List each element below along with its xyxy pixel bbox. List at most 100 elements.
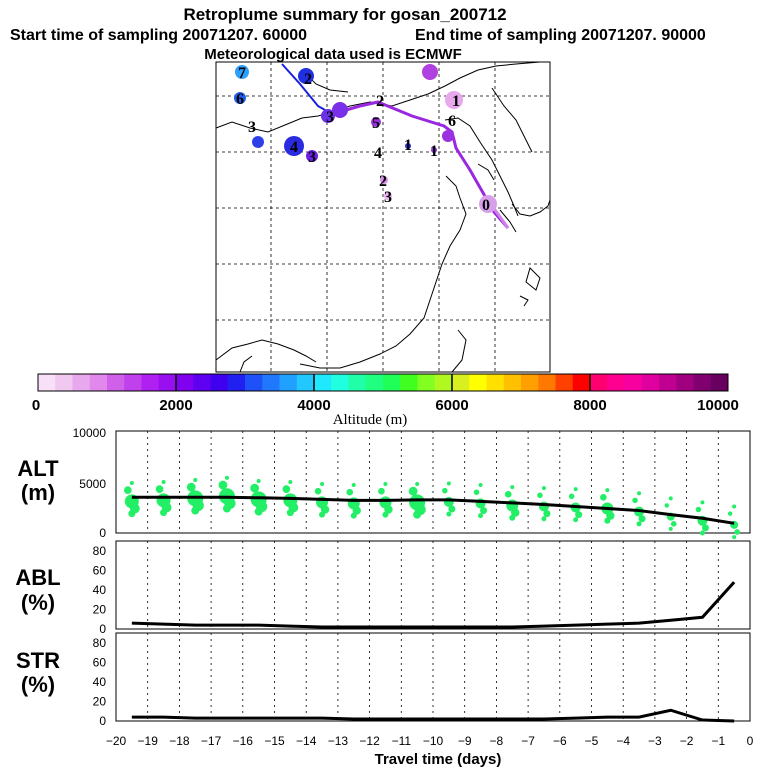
- alt-ylabel-unit: (m): [21, 480, 55, 505]
- altitude-bubble: [509, 514, 516, 521]
- x-tick-label: −3: [648, 734, 662, 748]
- altitude-bubble: [732, 504, 737, 509]
- cluster-circle: [445, 91, 463, 109]
- str-ytick: 20: [93, 694, 107, 708]
- altitude-bubble: [155, 485, 164, 493]
- alt-ytick: 5000: [79, 477, 106, 491]
- plume-clusters: [234, 64, 497, 213]
- colorbar-cell: [469, 374, 487, 391]
- str-ytick: 40: [93, 675, 107, 689]
- altitude-bubble: [350, 512, 357, 519]
- x-tick-label: −8: [490, 734, 504, 748]
- cluster-circle: [405, 143, 411, 149]
- altitude-bubble: [541, 486, 546, 491]
- cluster-circle: [284, 136, 304, 156]
- colorbar-tick: 8000: [573, 397, 606, 414]
- colorbar-cell: [659, 374, 677, 391]
- colorbar-cell: [245, 374, 263, 391]
- cluster-label: 1: [404, 137, 412, 154]
- altitude-bubble: [160, 509, 168, 517]
- x-tick-label: −13: [328, 734, 349, 748]
- colorbar-cell: [314, 374, 332, 391]
- colorbar-cell: [383, 374, 401, 391]
- x-tick-label: −2: [680, 734, 694, 748]
- alt-panel: ALT (m) 10000 5000 0: [17, 426, 751, 540]
- alt-ytick: 10000: [73, 426, 107, 440]
- colorbar-cell: [365, 374, 384, 391]
- cluster-circle: [252, 136, 264, 148]
- cluster-label: 6: [448, 113, 456, 130]
- altitude-bubble: [124, 486, 132, 495]
- figure-title: Retroplume summary for gosan_200712: [183, 5, 506, 24]
- altitude-bubble: [346, 488, 354, 496]
- altitude-bubble: [256, 478, 261, 483]
- altitude-bubble: [250, 483, 260, 493]
- altitude-bubble: [636, 521, 642, 527]
- cluster-label: 2: [376, 93, 384, 110]
- str-ytick: 0: [99, 714, 106, 728]
- cluster-label: 3: [248, 119, 256, 136]
- end-time-label: End time of sampling 20071207. 90000: [415, 27, 706, 44]
- altitude-bubble: [222, 504, 231, 513]
- colorbar-tick: 6000: [435, 397, 468, 414]
- colorbar-cell: [590, 374, 608, 391]
- altitude-bubble: [448, 505, 456, 513]
- x-tick-label: 0: [747, 734, 754, 748]
- str-ylabel-unit: (%): [21, 672, 55, 697]
- cluster-circle: [298, 68, 314, 84]
- x-tick-label: −15: [264, 734, 285, 748]
- altitude-bubble: [668, 526, 673, 531]
- colorbar-cell: [279, 374, 298, 391]
- colorbar-cell: [624, 374, 643, 391]
- altitude-bubble: [193, 477, 198, 482]
- x-tick-label: −19: [138, 734, 159, 748]
- altitude-bubble: [408, 486, 418, 496]
- altitude-bubble: [191, 506, 200, 515]
- colorbar: 0 2000 4000 6000 8000 10000 Altitude (m): [32, 373, 739, 428]
- altitude-bubble: [446, 481, 451, 486]
- cluster-circle: [306, 150, 318, 162]
- cluster-label: 4: [374, 145, 382, 162]
- cluster-circle: [384, 192, 392, 200]
- colorbar-cell: [693, 374, 712, 391]
- colorbar-cell: [55, 374, 73, 391]
- cluster-labels: 7 6 3 3 4 3 5 2 4 1 1 2 3 1 6 2 0: [236, 65, 490, 214]
- colorbar-tick: 0: [32, 397, 40, 414]
- colorbar-major-ticks: [175, 374, 591, 391]
- cluster-label: 3: [326, 109, 334, 126]
- cluster-circle: [235, 65, 249, 79]
- colorbar-cell: [452, 374, 470, 391]
- str-ylabel: STR: [16, 648, 60, 673]
- altitude-bubble: [218, 480, 228, 490]
- abl-ytick: 60: [93, 563, 107, 577]
- colorbar-tick: 10000: [697, 397, 739, 414]
- altitude-bubble: [605, 488, 610, 493]
- colorbar-cell: [400, 374, 418, 391]
- x-tick-label: −17: [201, 734, 222, 748]
- colorbar-cell: [193, 374, 211, 391]
- altitude-bubble: [286, 509, 294, 517]
- altitude-bubble: [734, 529, 740, 535]
- altitude-bubble: [480, 507, 488, 515]
- altitude-bubble: [478, 483, 483, 488]
- x-tick-label: −11: [392, 734, 412, 748]
- altitude-bubble: [161, 480, 166, 484]
- colorbar-cell: [555, 374, 574, 391]
- alt-ylabel: ALT: [17, 456, 59, 481]
- colorbar-cell: [89, 374, 108, 391]
- colorbar-cell: [210, 374, 229, 391]
- altitude-bubble: [600, 494, 607, 501]
- altitude-bubble: [320, 505, 330, 514]
- altitude-bubble: [415, 482, 420, 487]
- colorbar-cell: [227, 374, 246, 391]
- x-tick-label: −14: [296, 734, 317, 748]
- altitude-bubble: [573, 487, 578, 492]
- str-yticks: 0 20 40 60 80: [93, 636, 107, 728]
- altitude-bubble: [606, 511, 615, 520]
- abl-ytick: 20: [93, 602, 107, 616]
- cluster-circle: [422, 64, 438, 80]
- colorbar-cell: [72, 374, 91, 391]
- cluster-label: 2: [304, 71, 312, 88]
- altitude-bubble: [537, 492, 543, 499]
